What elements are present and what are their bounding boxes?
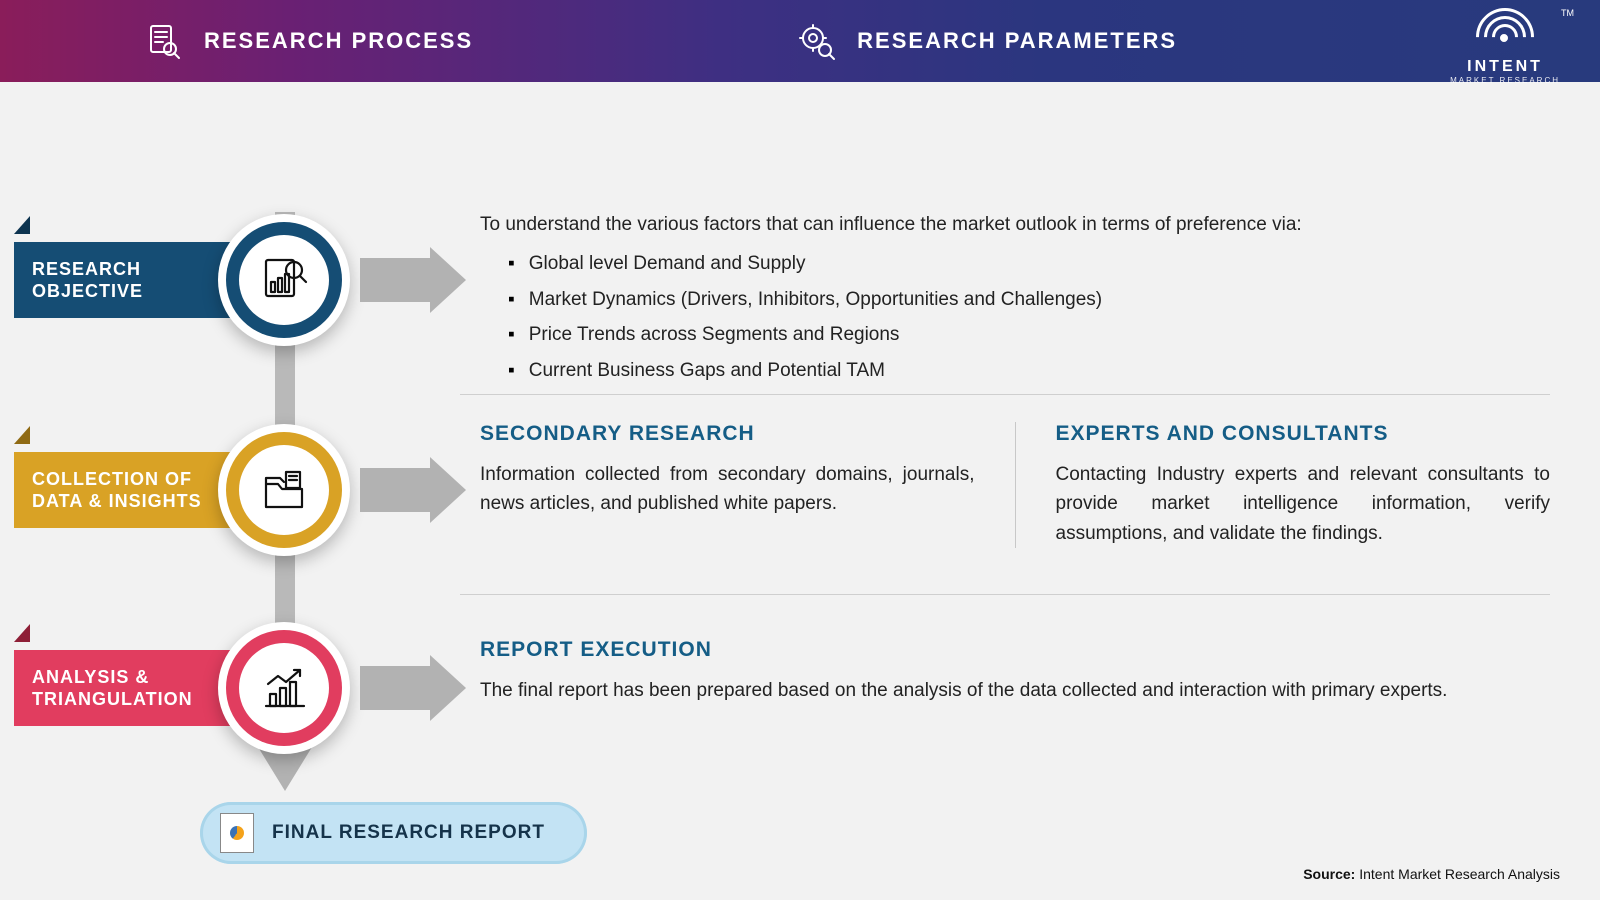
process-diagram: RESEARCH OBJECTIVE COLLECTION OF DATA & …: [0, 82, 1600, 900]
secondary-research-col: SECONDARY RESEARCH Information collected…: [480, 422, 975, 548]
stage3-text: ANALYSIS & TRIANGULATION: [32, 666, 193, 711]
document-search-icon: [140, 18, 186, 64]
arrow-right-icon: [360, 666, 430, 710]
brand-logo: INTENT MARKET RESEARCH TM: [1450, 8, 1560, 85]
logo-tm: TM: [1561, 8, 1574, 18]
tab-params-label: RESEARCH PARAMETERS: [857, 28, 1177, 54]
secondary-text: Information collected from secondary dom…: [480, 460, 975, 519]
stage3-circle: [218, 622, 350, 754]
stage1-text: RESEARCH OBJECTIVE: [32, 258, 143, 303]
tab-process-label: RESEARCH PROCESS: [204, 28, 473, 54]
folder-data-icon: [256, 462, 312, 518]
stage2-circle: [218, 424, 350, 556]
secondary-title: SECONDARY RESEARCH: [480, 422, 975, 446]
execution-text: The final report has been prepared based…: [480, 676, 1550, 705]
stage1-intro: To understand the various factors that c…: [480, 210, 1550, 239]
experts-title: EXPERTS AND CONSULTANTS: [1056, 422, 1551, 446]
list-item: Global level Demand and Supply: [508, 249, 1550, 278]
stage-label-collection: COLLECTION OF DATA & INSIGHTS: [0, 444, 232, 536]
tab-research-parameters: RESEARCH PARAMETERS: [793, 18, 1177, 64]
experts-text: Contacting Industry experts and relevant…: [1056, 460, 1551, 548]
header-bar: RESEARCH PROCESS RESEARCH PARAMETERS INT…: [0, 0, 1600, 82]
stage1-circle: [218, 214, 350, 346]
list-item: Current Business Gaps and Potential TAM: [508, 356, 1550, 385]
chart-growth-icon: [256, 660, 312, 716]
arrow-right-icon: [360, 468, 430, 512]
signal-arc-icon: [1473, 8, 1537, 52]
experts-col: EXPERTS AND CONSULTANTS Contacting Indus…: [1056, 422, 1551, 548]
vertical-divider: [1015, 422, 1016, 548]
report-magnify-icon: [256, 252, 312, 308]
final-report-pill: FINAL RESEARCH REPORT: [200, 802, 587, 864]
stage2-content: SECONDARY RESEARCH Information collected…: [480, 422, 1550, 548]
tab-research-process: RESEARCH PROCESS: [140, 18, 473, 64]
stage-label-objective: RESEARCH OBJECTIVE: [0, 234, 232, 326]
stage1-bullets: Global level Demand and Supply Market Dy…: [480, 249, 1550, 385]
arrow-right-icon: [360, 258, 430, 302]
report-file-icon: [220, 813, 254, 853]
execution-title: REPORT EXECUTION: [480, 638, 1550, 662]
stage2-text: COLLECTION OF DATA & INSIGHTS: [32, 468, 202, 513]
gear-search-icon: [793, 18, 839, 64]
source-label: Source:: [1303, 866, 1355, 882]
source-value: Intent Market Research Analysis: [1359, 866, 1560, 882]
source-attribution: Source: Intent Market Research Analysis: [1303, 866, 1560, 882]
divider: [460, 594, 1550, 595]
final-label: FINAL RESEARCH REPORT: [272, 822, 545, 844]
list-item: Price Trends across Segments and Regions: [508, 320, 1550, 349]
stage3-content: REPORT EXECUTION The final report has be…: [480, 638, 1550, 705]
stage-label-analysis: ANALYSIS & TRIANGULATION: [0, 642, 232, 734]
divider: [460, 394, 1550, 395]
stage1-content: To understand the various factors that c…: [480, 210, 1550, 391]
list-item: Market Dynamics (Drivers, Inhibitors, Op…: [508, 285, 1550, 314]
